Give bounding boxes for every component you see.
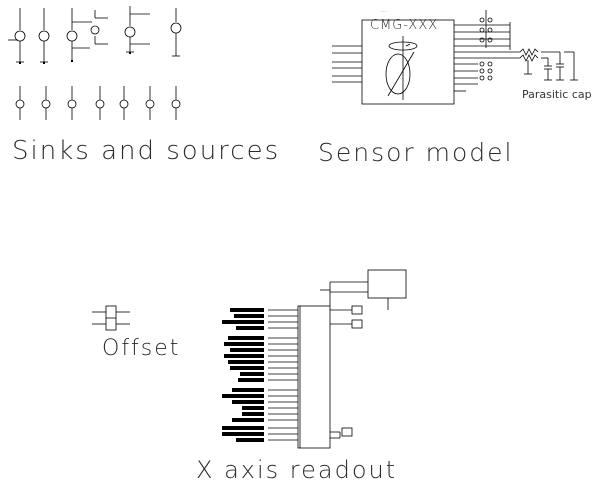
net-labels: ... xyxy=(380,9,386,13)
sensor-left-inputs xyxy=(332,45,362,83)
parasitic-cap-network xyxy=(519,48,578,81)
source-top-5 xyxy=(124,6,150,53)
label-sensor-model: Sensor model xyxy=(318,138,514,167)
readout-left-labels xyxy=(222,308,264,442)
offset-block xyxy=(92,305,130,331)
source-top-terminals xyxy=(19,52,131,64)
readout-right-pins xyxy=(330,309,352,439)
source-top-4 xyxy=(90,10,108,45)
label-x-axis-readout: X axis readout xyxy=(196,456,398,484)
readout-switches xyxy=(341,305,363,437)
source-top-6 xyxy=(170,8,182,57)
label-offset: Offset xyxy=(102,336,181,361)
readout-main-block xyxy=(297,305,331,449)
source-top-2 xyxy=(38,8,50,63)
label-sinks-and-sources: Sinks and sources xyxy=(12,136,281,166)
source-top-1 xyxy=(8,8,26,63)
sink-row xyxy=(15,86,181,120)
sensor-part-label: CMG-XXX xyxy=(370,18,439,33)
svg-text:...: ... xyxy=(380,9,386,13)
readout-adc-block xyxy=(320,269,407,310)
parasitic-cap-label: Parasitic cap xyxy=(522,88,592,101)
sensor-jumpers xyxy=(479,10,511,81)
readout-left-pins xyxy=(268,309,298,441)
source-top-3 xyxy=(66,8,92,60)
